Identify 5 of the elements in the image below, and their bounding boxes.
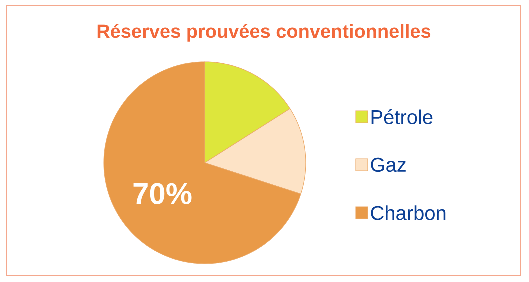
chart-title: Réserves prouvées conventionnelles xyxy=(98,24,431,42)
legend-label: Pétrole xyxy=(372,110,433,124)
data-label: 70% xyxy=(134,183,192,204)
legend-label: Gaz xyxy=(371,158,406,172)
legend-label: Charbon xyxy=(371,206,446,220)
